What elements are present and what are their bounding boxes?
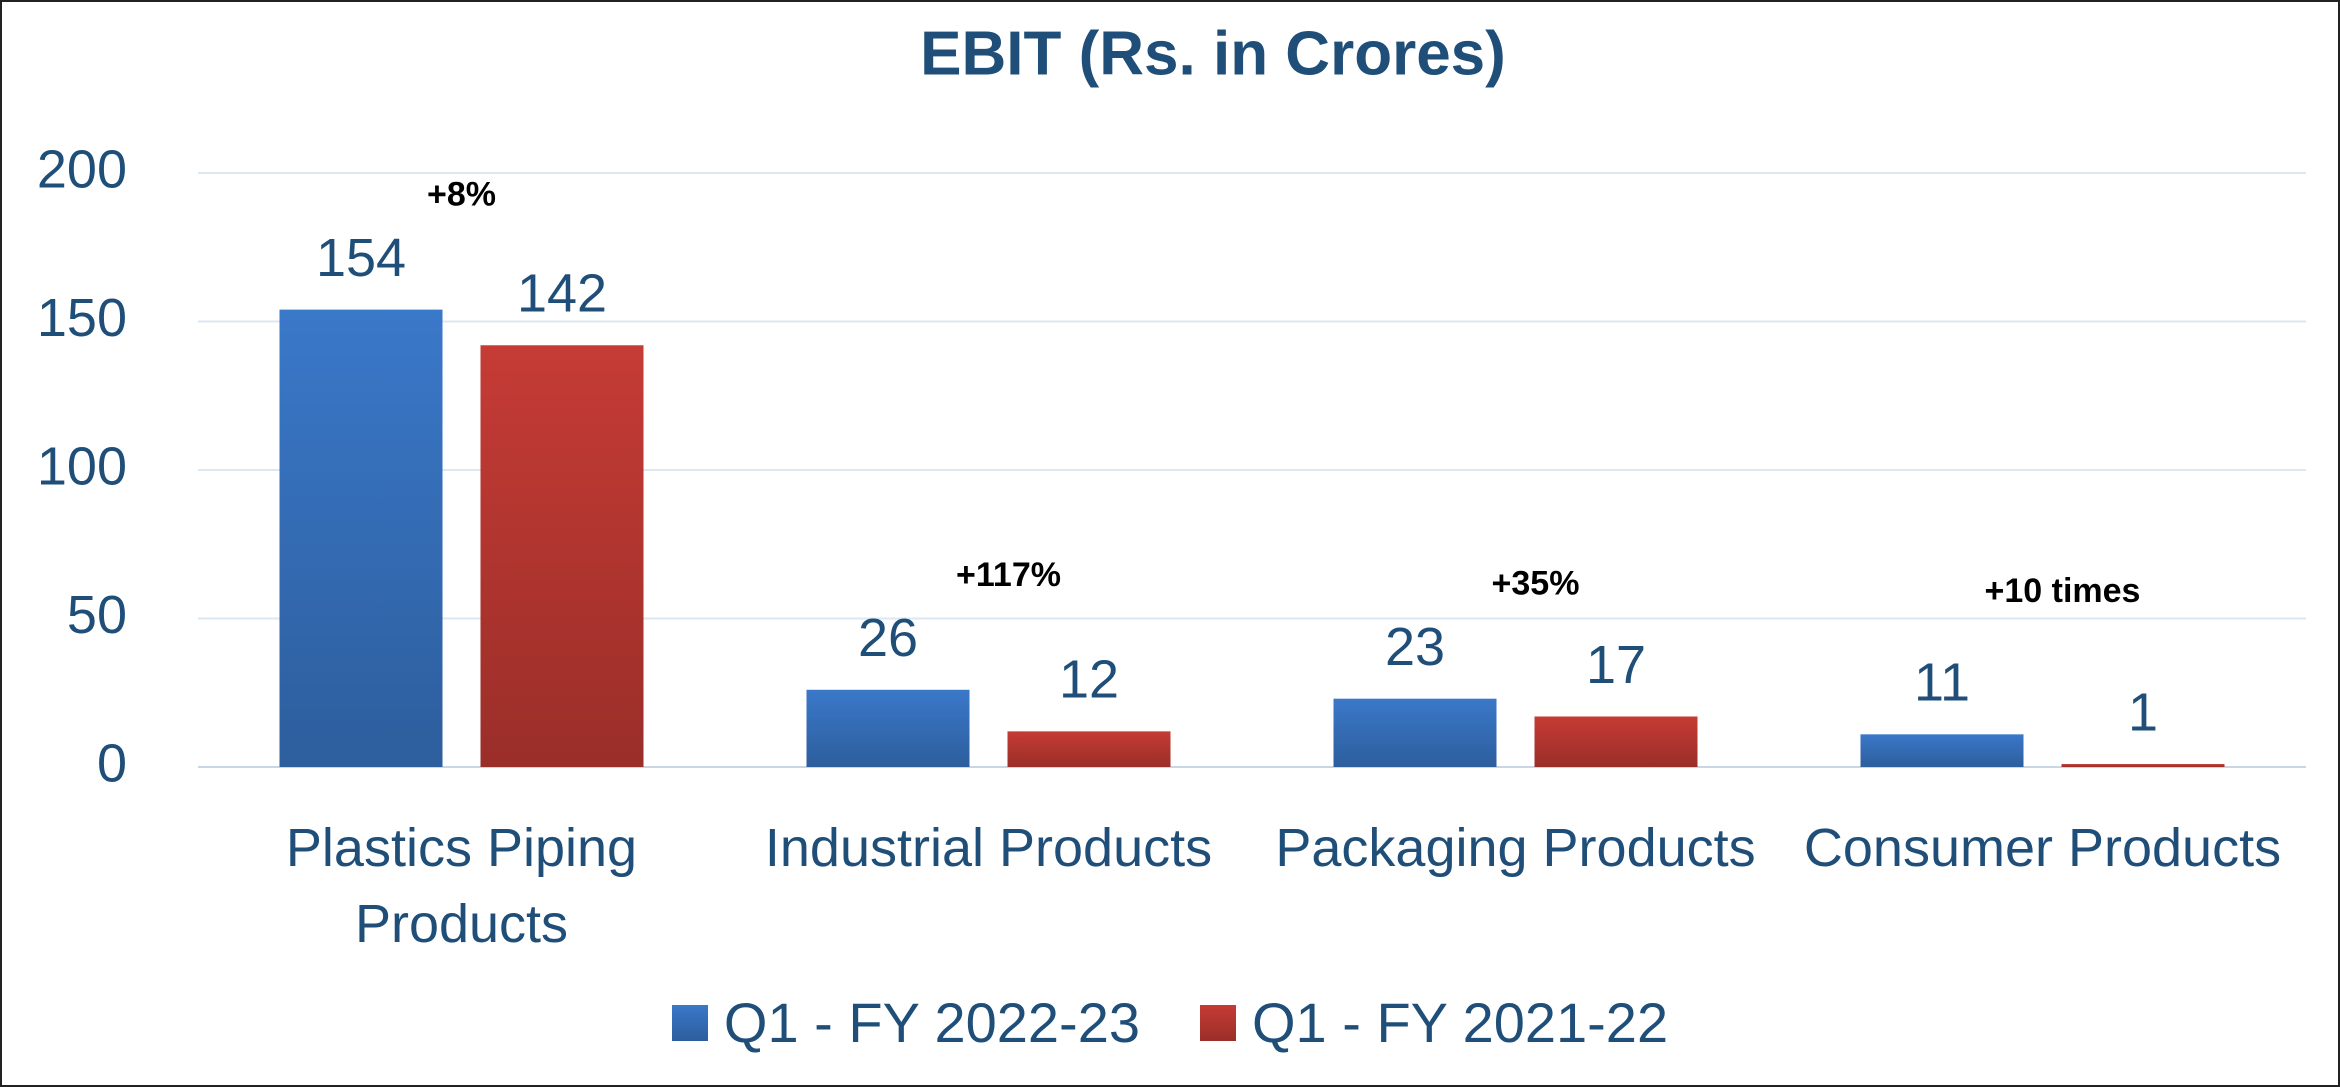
legend-swatch: [671, 1004, 708, 1041]
legend-label: Q1 - FY 2021-22: [1252, 991, 1669, 1054]
bar: [279, 309, 443, 767]
bar: [2061, 764, 2225, 767]
annotation: +117%: [956, 556, 1061, 594]
legend-label: Q1 - FY 2022-23: [723, 991, 1140, 1054]
value-label: 11: [1914, 653, 1970, 713]
y-tick-label: 150: [37, 288, 127, 348]
value-label: 26: [858, 608, 918, 668]
x-tick-label: Plastics Piping Products: [285, 818, 638, 954]
legend-item: Q1 - FY 2022-23: [671, 990, 1140, 1055]
value-label: 12: [1059, 650, 1119, 710]
bar: [1007, 731, 1171, 767]
y-tick-label: 50: [67, 585, 127, 645]
y-tick-label: 200: [37, 139, 127, 199]
value-label: 1: [2128, 682, 2158, 742]
value-label: 142: [517, 264, 607, 324]
annotation: +35%: [1492, 565, 1580, 603]
bar: [1534, 716, 1698, 767]
y-tick-label: 100: [37, 436, 127, 496]
x-tick-label: Consumer Products: [1803, 818, 2282, 878]
bar: [1860, 734, 2024, 767]
legend-swatch: [1200, 1004, 1236, 1041]
y-tick-label: 0: [97, 733, 127, 793]
value-label: 23: [1385, 617, 1445, 677]
annotation: +10 times: [1985, 572, 2141, 610]
annotation: +8%: [427, 176, 496, 214]
legend: Q1 - FY 2022-23 Q1 - FY 2021-22: [0, 990, 2340, 1055]
value-label: 154: [316, 228, 406, 288]
legend-item: Q1 - FY 2021-22: [1200, 990, 1668, 1055]
chart-title: EBIT (Rs. in Crores): [920, 19, 1506, 88]
bar: [480, 345, 644, 767]
value-label: 17: [1586, 635, 1646, 695]
x-tick-label: Industrial Products: [764, 818, 1213, 878]
bar: [806, 689, 970, 767]
bar: [1333, 698, 1497, 767]
x-tick-label: Packaging Products: [1275, 818, 1756, 878]
